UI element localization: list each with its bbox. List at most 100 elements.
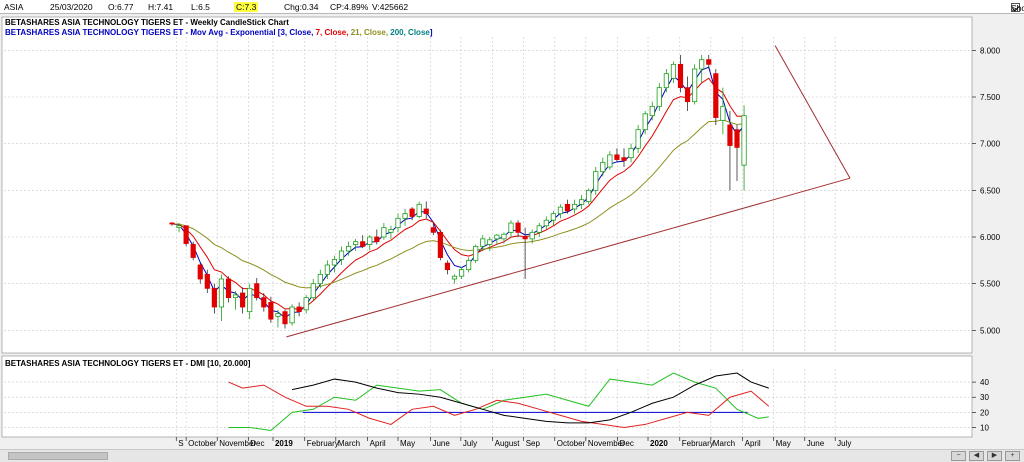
x-tick-label: August [495, 439, 521, 448]
x-tick-label: 2020 [650, 439, 668, 448]
candle-body [438, 232, 442, 257]
candle-body [622, 158, 626, 161]
x-tick-label: June [807, 439, 825, 448]
date-label: 25/03/2020 [50, 2, 93, 12]
candle-body [360, 242, 364, 247]
candle-body [636, 130, 640, 149]
scroll-thumb[interactable] [8, 452, 108, 460]
candle-body [699, 60, 703, 69]
candle-body [417, 204, 421, 216]
candle-body [579, 200, 583, 205]
candle-body [721, 106, 725, 120]
x-tick-label: February [307, 439, 339, 448]
candle-body [473, 246, 477, 260]
x-tick-label: May [776, 439, 791, 448]
candle-body [276, 314, 280, 317]
zoom-out-button[interactable]: − [951, 451, 966, 461]
candle-body [205, 274, 209, 288]
candle-body [325, 265, 329, 274]
zoom-in-button[interactable]: + [1005, 451, 1020, 461]
candle-body [184, 226, 188, 244]
y-tick-label: 10 [980, 423, 989, 432]
candle-body [714, 74, 718, 118]
candle-body [523, 237, 527, 239]
candle-body [551, 214, 555, 221]
candle-body [297, 307, 301, 312]
candle-body [629, 148, 633, 157]
candle-body [544, 220, 548, 226]
candle-body [452, 276, 456, 279]
candle-body [191, 244, 195, 257]
x-tick-label: S [178, 439, 183, 448]
candle-body [240, 293, 244, 307]
candle-body [445, 263, 449, 270]
ema-legend: BETASHARES ASIA TECHNOLOGY TIGERS ET - M… [5, 28, 433, 37]
candle-body [311, 284, 315, 298]
quote-bar: ASIA 25/03/2020 O:6.77 H:7.41 L:6.5 C:7.… [0, 0, 1024, 14]
candle-body [516, 223, 520, 232]
scroll-left-button[interactable]: ◀ [969, 451, 984, 461]
candle-body [572, 204, 576, 209]
price-chart-title: BETASHARES ASIA TECHNOLOGY TIGERS ET - W… [5, 18, 289, 27]
candle-body [396, 218, 400, 227]
candle-body [219, 279, 223, 307]
candle-body [537, 226, 541, 233]
show-last-label: Show Last [1011, 3, 1024, 13]
x-tick-label: April [370, 439, 386, 448]
candle-body [558, 207, 562, 214]
change-label: Chg:0.34 [284, 2, 319, 12]
candle-body [643, 114, 647, 130]
candle-body [601, 162, 605, 171]
y-tick-label: 8.000 [980, 46, 1001, 55]
y-tick-label: 6.500 [980, 186, 1001, 195]
candle-body [170, 223, 174, 224]
candle-body [707, 60, 711, 65]
candle-body [431, 228, 435, 233]
close-label: C:7.3 [234, 2, 258, 12]
y-tick-label: 5.500 [980, 280, 1001, 289]
price-panel: BETASHARES ASIA TECHNOLOGY TIGERS ET - W… [2, 17, 1001, 353]
x-tick-label: October [188, 439, 217, 448]
candle-body [608, 155, 612, 167]
candle-body [685, 88, 689, 102]
candle-body [586, 190, 590, 201]
candle-body [346, 246, 350, 251]
y-tick-label: 7.500 [980, 93, 1001, 102]
dmi-panel: BETASHARES ASIA TECHNOLOGY TIGERS ET - D… [2, 356, 989, 437]
candle-body [481, 239, 485, 246]
candle-body [304, 298, 308, 310]
candle-body [671, 64, 675, 78]
x-tick-label: Dec [620, 439, 634, 448]
candle-body [283, 312, 287, 324]
candle-body [410, 209, 414, 216]
candle-body [247, 288, 251, 311]
candle-body [424, 209, 428, 214]
change-pct-label: CP:4.89% [330, 2, 368, 12]
candle-body [466, 260, 470, 269]
candle-body [198, 265, 202, 279]
candle-body [226, 279, 230, 298]
candle-body [728, 125, 732, 146]
candle-body [389, 230, 393, 233]
candle-body [177, 226, 181, 228]
candle-body [565, 204, 569, 211]
candle-body [269, 302, 273, 319]
candle-body [650, 106, 654, 115]
candle-body [594, 172, 598, 191]
show-last-toggle[interactable]: Show Last [1011, 1, 1020, 10]
scroll-right-button[interactable]: ▶ [987, 451, 1002, 461]
candle-body [657, 88, 661, 107]
symbol-label: ASIA [4, 2, 23, 12]
candle-body [353, 242, 357, 245]
candle-body [488, 240, 492, 245]
y-tick-label: 6.000 [980, 233, 1001, 242]
horizontal-scrollbar[interactable]: − ◀ ▶ + [0, 449, 1024, 462]
candle-body [212, 288, 216, 307]
y-tick-label: 7.000 [980, 140, 1001, 149]
candle-body [403, 214, 407, 219]
candle-body [742, 116, 746, 165]
candle-body [339, 251, 343, 259]
x-tick-label: Sep [526, 439, 541, 448]
candle-body [502, 234, 506, 239]
